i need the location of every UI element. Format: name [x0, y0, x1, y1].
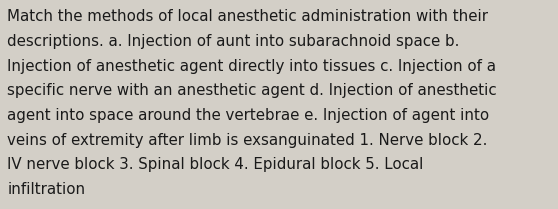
Text: IV nerve block 3. Spinal block 4. Epidural block 5. Local: IV nerve block 3. Spinal block 4. Epidur…	[7, 157, 424, 172]
Text: Match the methods of local anesthetic administration with their: Match the methods of local anesthetic ad…	[7, 9, 488, 24]
Text: specific nerve with an anesthetic agent d. Injection of anesthetic: specific nerve with an anesthetic agent …	[7, 83, 497, 98]
Text: agent into space around the vertebrae e. Injection of agent into: agent into space around the vertebrae e.…	[7, 108, 489, 123]
Text: veins of extremity after limb is exsanguinated 1. Nerve block 2.: veins of extremity after limb is exsangu…	[7, 133, 488, 148]
Text: descriptions. a. Injection of aunt into subarachnoid space b.: descriptions. a. Injection of aunt into …	[7, 34, 460, 49]
Text: Injection of anesthetic agent directly into tissues c. Injection of a: Injection of anesthetic agent directly i…	[7, 59, 496, 74]
Text: infiltration: infiltration	[7, 182, 85, 197]
